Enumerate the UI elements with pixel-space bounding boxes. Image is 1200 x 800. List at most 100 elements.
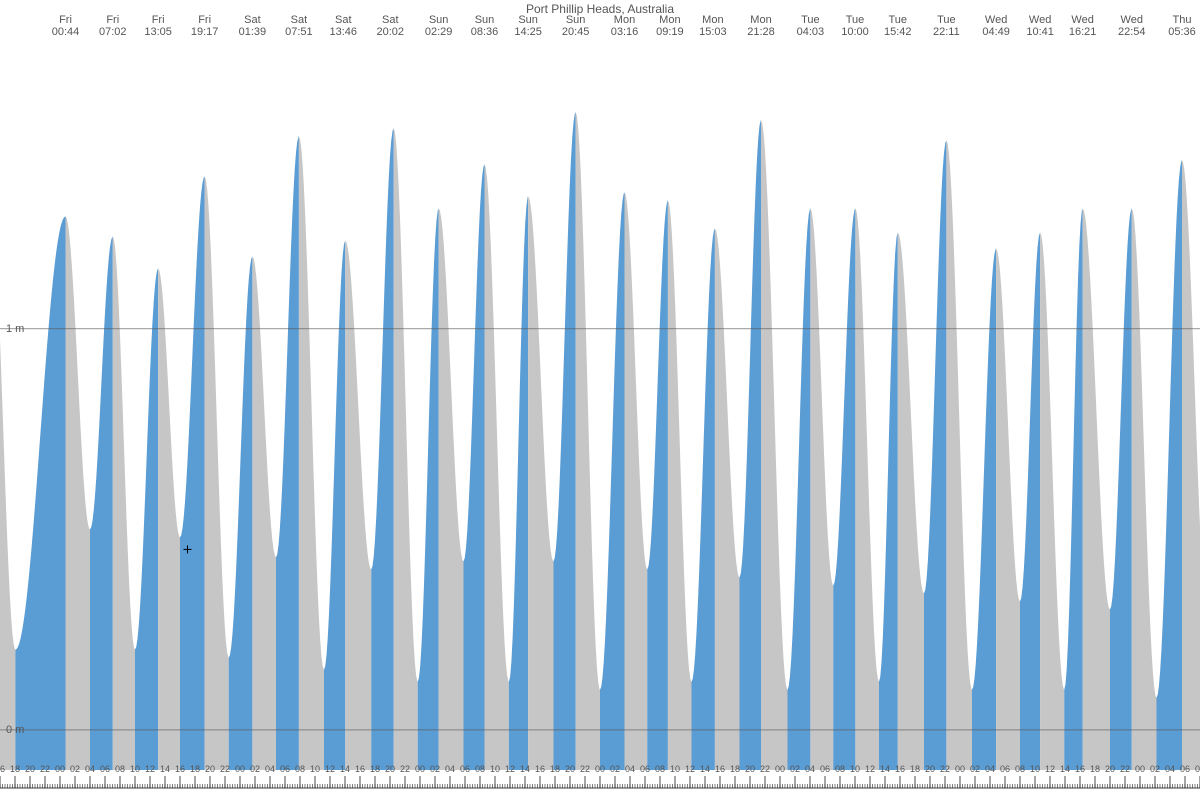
x-axis-label: 10 xyxy=(850,764,860,774)
tide-rising-area xyxy=(1020,233,1040,770)
x-axis-label: 14 xyxy=(520,764,530,774)
tide-rising-area xyxy=(229,257,253,770)
tide-falling-area xyxy=(299,136,324,770)
tide-rising-area xyxy=(833,208,855,770)
tide-falling-area xyxy=(996,249,1020,770)
tide-rising-area xyxy=(418,208,439,770)
x-axis-label: 08 xyxy=(115,764,125,774)
tide-rising-area xyxy=(924,140,946,770)
tide-falling-area xyxy=(528,196,553,770)
tide-falling-area xyxy=(65,216,90,770)
x-axis-label: 10 xyxy=(490,764,500,774)
x-axis-label: 00 xyxy=(595,764,605,774)
tide-falling-area xyxy=(1182,160,1200,770)
x-axis-label: 08 xyxy=(475,764,485,774)
x-axis-label: 22 xyxy=(220,764,230,774)
tide-rising-area xyxy=(647,200,668,770)
tide-rising-area xyxy=(371,128,393,770)
x-axis-label: 08 xyxy=(835,764,845,774)
y-axis-label: 1 m xyxy=(6,323,24,335)
x-axis-label: 14 xyxy=(340,764,350,774)
x-axis-label: 06 xyxy=(460,764,470,774)
x-axis-label: 14 xyxy=(160,764,170,774)
x-axis-label: 22 xyxy=(580,764,590,774)
tide-rising-area xyxy=(1110,208,1132,770)
x-axis-label: 16 xyxy=(1075,764,1085,774)
tide-falling-area xyxy=(810,208,833,770)
x-axis-label: 16 xyxy=(535,764,545,774)
x-axis-label: 00 xyxy=(415,764,425,774)
x-axis-label: 04 xyxy=(625,764,635,774)
x-axis-label: 06 xyxy=(280,764,290,774)
chart-svg xyxy=(0,0,1200,800)
tide-falling-area xyxy=(576,112,600,770)
tide-falling-area xyxy=(113,237,135,770)
x-axis-label: 14 xyxy=(700,764,710,774)
tide-falling-area xyxy=(394,128,418,770)
x-axis-label: 20 xyxy=(205,764,215,774)
x-axis-label: 18 xyxy=(910,764,920,774)
tide-rising-area xyxy=(180,176,205,770)
x-axis-label: 02 xyxy=(1150,764,1160,774)
tide-falling-area xyxy=(761,120,787,770)
x-axis-label: 18 xyxy=(370,764,380,774)
tide-chart: Port Phillip Heads, Australia Fri00:44Fr… xyxy=(0,0,1200,800)
tide-falling-area xyxy=(898,233,924,770)
tide-falling-area xyxy=(158,269,180,770)
x-ticks xyxy=(0,776,1200,788)
tide-rising-area xyxy=(788,208,811,770)
tide-falling-area xyxy=(205,176,229,770)
tide-falling-area xyxy=(485,164,509,770)
x-axis-label: 20 xyxy=(565,764,575,774)
tide-falling-area xyxy=(1040,233,1064,770)
x-axis-label: 00 xyxy=(235,764,245,774)
x-axis-label: 20 xyxy=(385,764,395,774)
x-axis-label: 22 xyxy=(400,764,410,774)
y-axis-label: 0 m xyxy=(6,724,24,736)
x-axis-label: 04 xyxy=(85,764,95,774)
x-axis-label: 12 xyxy=(865,764,875,774)
tide-rising-area xyxy=(972,249,996,770)
x-axis-label: 20 xyxy=(745,764,755,774)
x-axis-label: 16 xyxy=(0,764,5,774)
tide-rising-area xyxy=(600,192,625,770)
x-axis-label: 12 xyxy=(145,764,155,774)
x-axis-label: 16 xyxy=(175,764,185,774)
x-axis-label: 12 xyxy=(505,764,515,774)
tide-rising-area xyxy=(276,136,299,770)
x-axis-label: 04 xyxy=(1165,764,1175,774)
x-axis-label: 18 xyxy=(10,764,20,774)
tide-rising-area xyxy=(135,269,158,770)
tide-rising-area xyxy=(554,112,576,770)
x-axis-label: 14 xyxy=(1060,764,1070,774)
tide-rising-area xyxy=(879,233,898,770)
x-axis-label: 16 xyxy=(895,764,905,774)
x-axis-label: 08 xyxy=(655,764,665,774)
tide-falling-area xyxy=(946,140,972,770)
x-axis-label: 04 xyxy=(805,764,815,774)
x-axis-label: 02 xyxy=(250,764,260,774)
tide-rising-area xyxy=(464,164,485,770)
x-axis-label: 16 xyxy=(715,764,725,774)
x-axis-label: 22 xyxy=(760,764,770,774)
x-axis-label: 06 xyxy=(1180,764,1190,774)
tide-falling-area xyxy=(345,241,371,770)
tide-falling-area xyxy=(715,229,740,771)
tide-rising-area xyxy=(740,120,762,770)
x-axis-label: 12 xyxy=(325,764,335,774)
x-axis-label: 10 xyxy=(130,764,140,774)
x-axis-label: 02 xyxy=(790,764,800,774)
x-axis-label: 10 xyxy=(1030,764,1040,774)
x-axis-label: 20 xyxy=(1105,764,1115,774)
tide-rising-area xyxy=(1064,208,1082,770)
x-axis-label: 08 xyxy=(1015,764,1025,774)
tide-rising-area xyxy=(1157,160,1183,770)
x-axis-label: 06 xyxy=(820,764,830,774)
x-axis-label: 00 xyxy=(55,764,65,774)
x-axis-label: 20 xyxy=(25,764,35,774)
x-axis-label: 10 xyxy=(670,764,680,774)
x-axis-label: 08 xyxy=(295,764,305,774)
x-axis-label: 00 xyxy=(955,764,965,774)
tide-falling-area xyxy=(252,257,276,770)
tide-falling-area xyxy=(625,192,648,770)
